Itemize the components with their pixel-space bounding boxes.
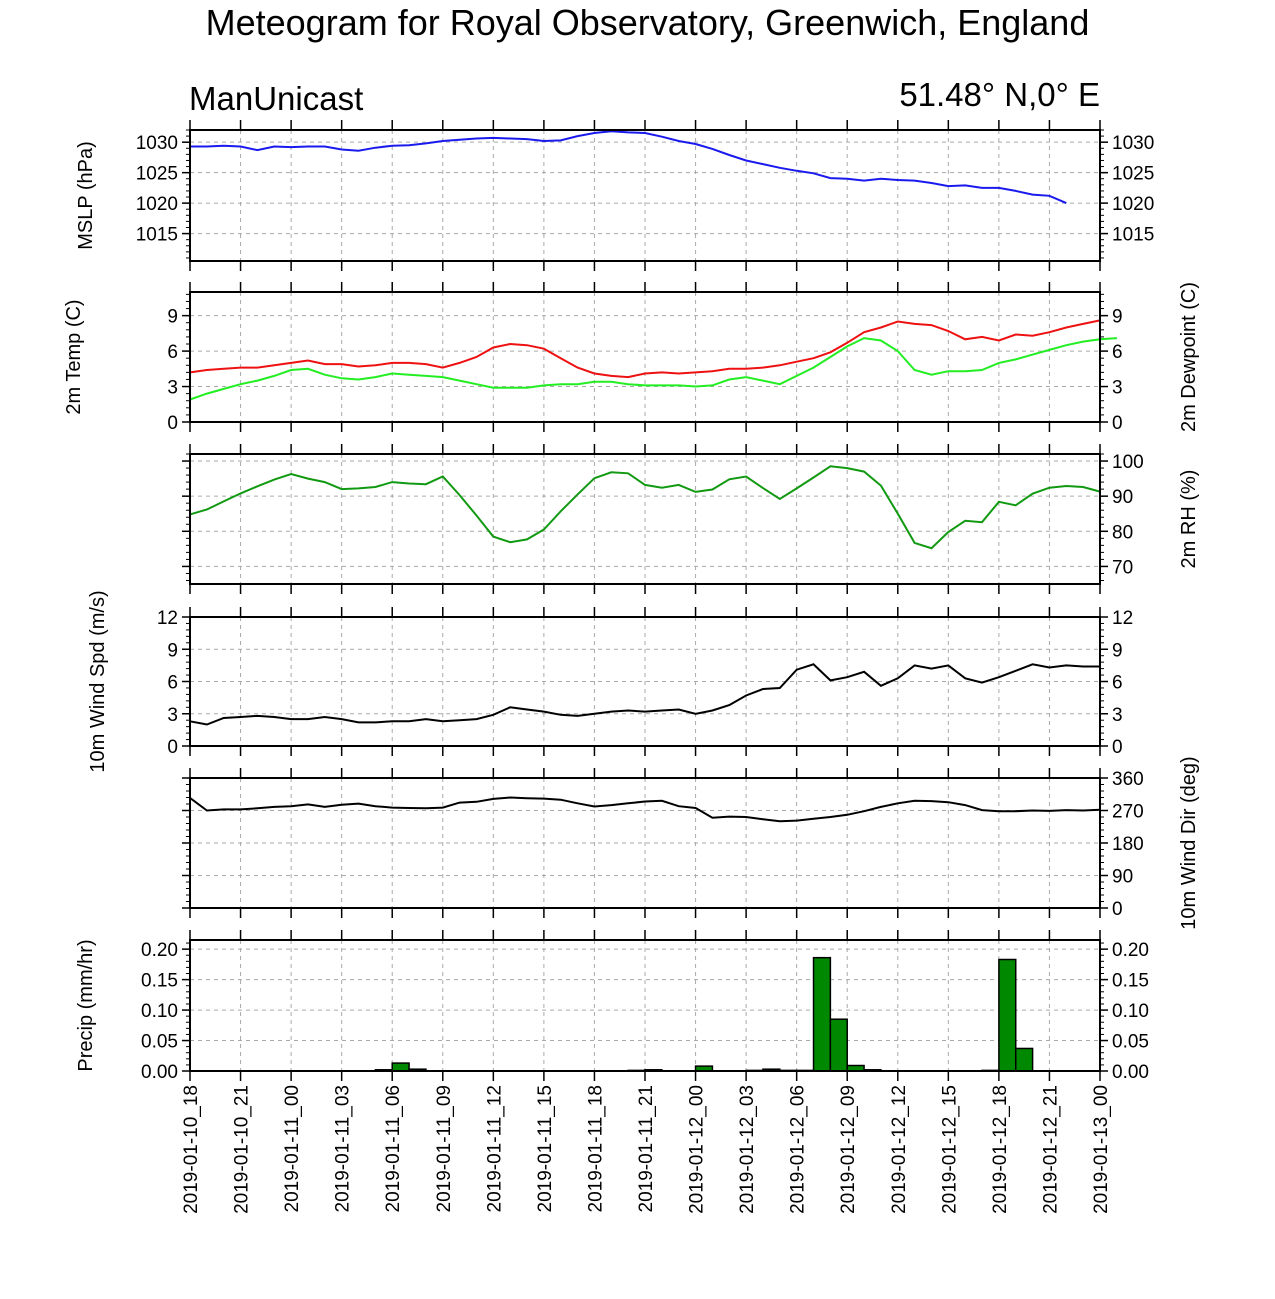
y-axis-label-left: MSLP (hPa) [75, 141, 97, 250]
chart-title: Meteogram for Royal Observatory, Greenwi… [205, 2, 1090, 43]
y-tick-label-left: 9 [167, 640, 178, 661]
x-tick-label: 2019-01-12_00 [687, 1085, 708, 1214]
precip-bar [1014, 1047, 1034, 1072]
y-axis-label-right: 2m Dewpoint (C) [1178, 282, 1200, 432]
y-tick-label-left: 12 [157, 608, 178, 629]
x-tick-label: 2019-01-12_03 [737, 1085, 758, 1214]
y-tick-label-left: 6 [167, 673, 178, 694]
x-tick-label: 2019-01-12_18 [990, 1085, 1011, 1214]
precip-bar [998, 958, 1017, 1072]
y-tick-label-right: 6 [1112, 342, 1123, 363]
y-tick-label-right: 1030 [1112, 133, 1154, 154]
y-tick-label-right: 9 [1112, 307, 1123, 328]
y-tick-label-right: 100 [1112, 452, 1144, 473]
y-tick-label-right: 0.15 [1112, 971, 1149, 992]
x-tick-label: 2019-01-11_09 [434, 1085, 455, 1212]
panel-frame [189, 939, 1101, 1072]
y-tick-label-right: 70 [1112, 557, 1133, 578]
x-tick-label: 2019-01-11_06 [383, 1085, 404, 1212]
precip-bar [829, 1018, 848, 1072]
y-tick-label-left: 6 [167, 342, 178, 363]
x-tick-label: 2019-01-11_21 [636, 1085, 657, 1212]
x-tick-label: 2019-01-11_15 [535, 1085, 556, 1212]
series-line [189, 337, 1117, 401]
x-tick-label: 2019-01-11_03 [333, 1085, 354, 1212]
y-tick-label-right: 0 [1112, 413, 1123, 434]
panel-frame [189, 291, 1101, 423]
y-tick-label-left: 3 [167, 378, 178, 399]
y-tick-label-left: 0.20 [141, 940, 178, 961]
y-tick-label-right: 0 [1112, 737, 1123, 758]
y-tick-label-left: 0.00 [141, 1062, 178, 1083]
x-tick-label: 2019-01-12_06 [788, 1085, 809, 1214]
model-name: ManUnicast [189, 80, 364, 117]
y-axis-label-right: 2m RH (%) [1178, 470, 1200, 569]
series-line [189, 796, 1101, 823]
x-tick-label: 2019-01-11_00 [282, 1085, 303, 1212]
panel-frame [189, 129, 1101, 262]
x-tick-label: 2019-01-10_21 [232, 1085, 253, 1214]
y-tick-label-right: 0.10 [1112, 1001, 1149, 1022]
x-tick-label: 2019-01-11_12 [484, 1085, 505, 1212]
x-tick-label: 2019-01-12_12 [889, 1085, 910, 1214]
precip-bar [391, 1062, 410, 1072]
y-tick-label-right: 1020 [1112, 194, 1154, 215]
y-tick-label-left: 3 [167, 705, 178, 726]
panel-frame [189, 616, 1101, 747]
y-tick-label-right: 90 [1112, 867, 1133, 888]
y-tick-label-right: 1025 [1112, 164, 1154, 185]
y-tick-label-left: 0.10 [141, 1001, 178, 1022]
y-tick-label-right: 0.20 [1112, 940, 1149, 961]
x-tick-label: 2019-01-11_18 [585, 1085, 606, 1212]
y-tick-label-right: 1015 [1112, 225, 1154, 246]
y-tick-label-right: 12 [1112, 608, 1133, 629]
y-tick-label-right: 270 [1112, 802, 1144, 823]
precip-bar [812, 956, 832, 1072]
y-tick-label-left: 1025 [136, 164, 178, 185]
y-tick-label-right: 3 [1112, 705, 1123, 726]
series-line [189, 465, 1101, 550]
y-tick-label-left: 9 [167, 307, 178, 328]
y-tick-label-right: 0.00 [1112, 1062, 1149, 1083]
y-axis-label-right: 10m Wind Dir (deg) [1178, 756, 1200, 929]
y-tick-label-left: 0 [167, 413, 178, 434]
series-line [190, 130, 1067, 205]
y-axis-label-left: Precip (mm/hr) [75, 939, 97, 1071]
y-tick-label-right: 0 [1112, 899, 1123, 920]
y-tick-label-right: 6 [1112, 673, 1123, 694]
y-tick-label-right: 360 [1112, 769, 1144, 790]
series-line [189, 663, 1100, 726]
y-tick-label-right: 180 [1112, 834, 1144, 855]
location-coordinates: 51.48° N,0° E [899, 76, 1100, 113]
y-tick-label-right: 3 [1112, 378, 1123, 399]
y-tick-label-right: 9 [1112, 640, 1123, 661]
y-axis-label-left: 10m Wind Spd (m/s) [87, 590, 109, 772]
panel-frame [189, 777, 1101, 909]
x-tick-label: 2019-01-12_09 [838, 1085, 859, 1214]
y-tick-label-right: 90 [1112, 487, 1133, 508]
x-tick-label: 2019-01-12_15 [939, 1085, 960, 1214]
y-tick-label-right: 0.05 [1112, 1032, 1149, 1053]
y-tick-label-left: 1015 [136, 225, 178, 246]
y-tick-label-left: 0.05 [141, 1032, 178, 1053]
panel-frame [189, 453, 1101, 585]
x-tick-label: 2019-01-13_00 [1091, 1085, 1112, 1214]
x-tick-label: 2019-01-12_21 [1040, 1085, 1061, 1214]
y-tick-label-left: 1030 [136, 133, 178, 154]
series-line [189, 319, 1101, 379]
y-axis-label-left: 2m Temp (C) [63, 299, 85, 414]
x-tick-label: 2019-01-10_18 [181, 1085, 202, 1214]
y-tick-label-right: 80 [1112, 522, 1133, 543]
y-tick-label-left: 0 [167, 737, 178, 758]
y-tick-label-left: 1020 [136, 194, 178, 215]
y-tick-label-left: 0.15 [141, 971, 178, 992]
